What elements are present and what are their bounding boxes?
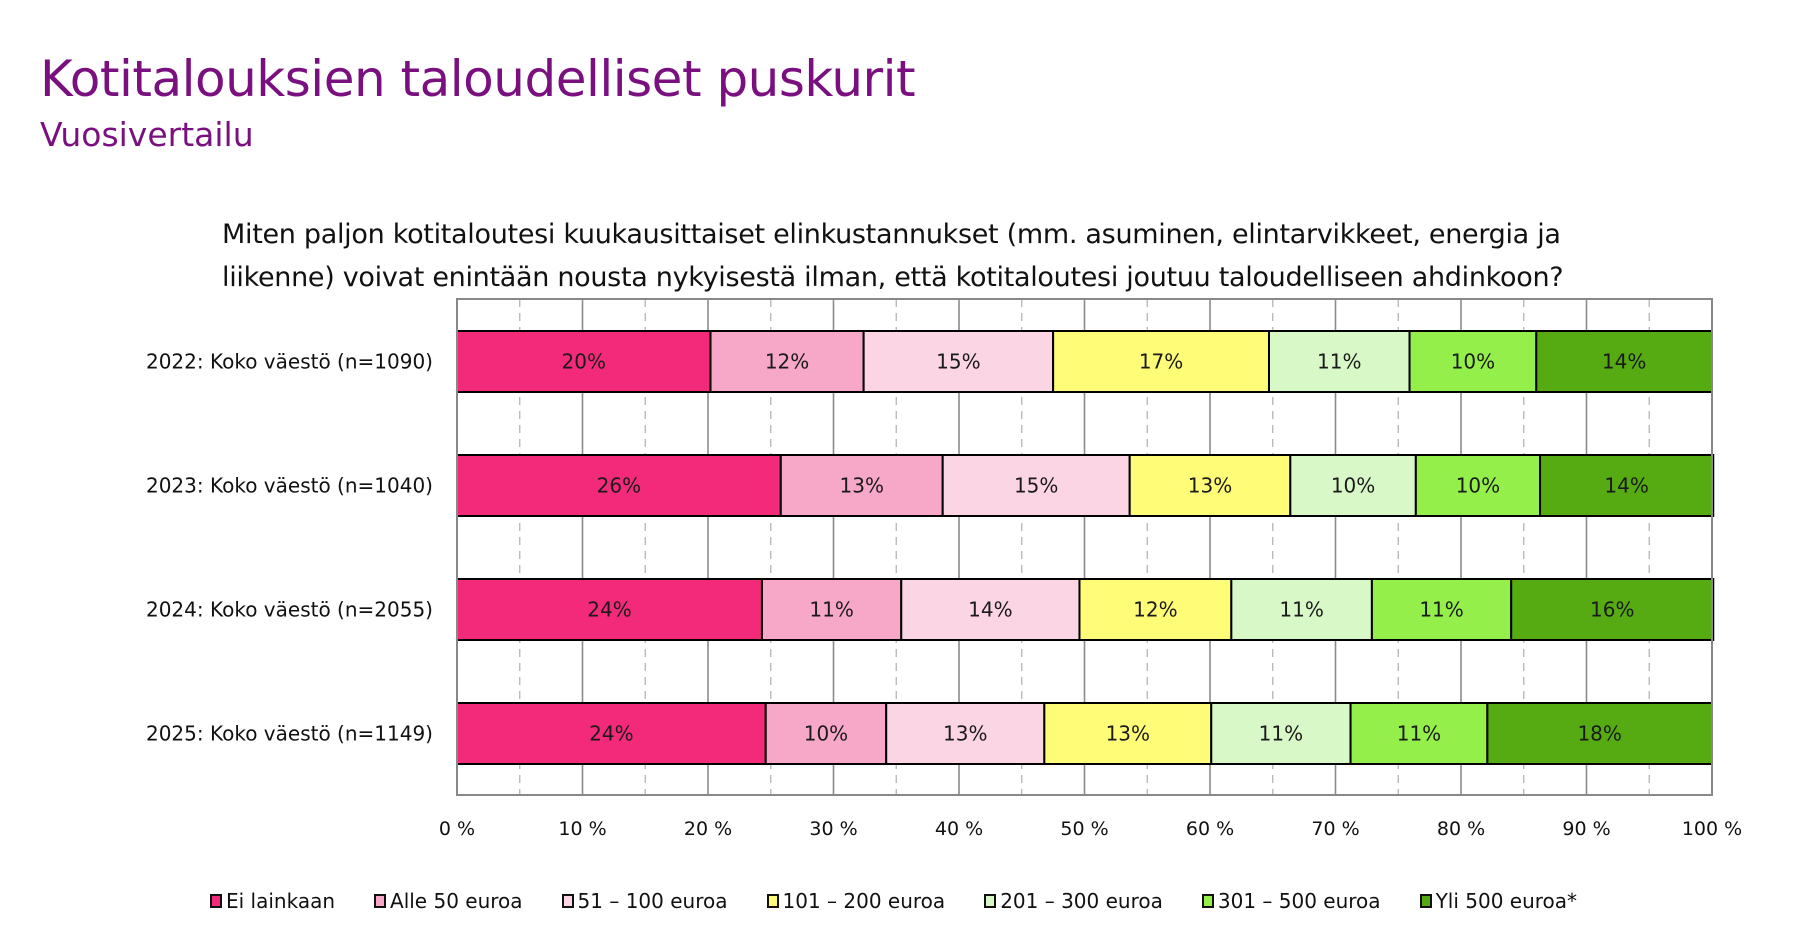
data-label: 11% <box>1419 598 1463 622</box>
data-label: 11% <box>1279 598 1323 622</box>
data-label: 11% <box>1259 722 1303 746</box>
x-axis-tick-labels: 0 % 10 % 20 % 30 % 40 % 50 % 60 % 70 % 80 % 90 % 1… <box>439 818 1742 840</box>
x-tick-label: 40 % <box>935 818 983 840</box>
legend-item: Ei lainkaan <box>210 889 335 913</box>
data-label: 20% <box>562 350 606 374</box>
x-tick-label: 70 % <box>1311 818 1359 840</box>
question-text: Miten paljon kotitaloutesi kuukausittais… <box>222 213 1564 299</box>
data-label: 13% <box>943 722 987 746</box>
data-label: 10% <box>1456 474 1500 498</box>
x-tick-label: 80 % <box>1437 818 1485 840</box>
legend-swatch <box>766 894 779 908</box>
bar-segment <box>900 578 1081 641</box>
question-line-2: liikenne) voivat enintään nousta nykyise… <box>222 262 1564 293</box>
bar-segment <box>1349 702 1489 765</box>
legend-label: 301 – 500 euroa <box>1217 889 1381 913</box>
legend-swatch <box>210 894 222 908</box>
data-label: 17% <box>1139 350 1183 374</box>
bar-segment <box>709 330 865 393</box>
bar-segment <box>1510 578 1715 641</box>
bar-segment <box>1539 454 1715 517</box>
legend-swatch <box>374 894 387 908</box>
bar-segment <box>764 702 888 765</box>
bar-segment <box>1052 330 1270 393</box>
legend-label: 51 – 100 euroa <box>577 889 728 913</box>
bar-segment <box>1267 330 1411 393</box>
data-label: 14% <box>1604 474 1648 498</box>
bar-segment <box>1535 330 1714 393</box>
x-tick-label: 20 % <box>684 818 732 840</box>
chart-title: Kotitalouksien taloudelliset puskurit <box>40 50 916 108</box>
legend-item: 301 – 500 euroa <box>1201 889 1381 913</box>
data-label: 11% <box>1317 350 1361 374</box>
data-label: 13% <box>1106 722 1150 746</box>
data-label: 16% <box>1590 598 1634 622</box>
data-label: 18% <box>1577 722 1621 746</box>
data-label: 10% <box>804 722 848 746</box>
bar-segment <box>862 330 1055 393</box>
bar-segments: 20% 12% 15% 17% 11% 10% 14% 26% 13% 15% 13% 10% 10% 1… <box>456 330 1715 765</box>
legend-label: 101 – 200 euroa <box>782 889 946 913</box>
legend-swatch <box>984 894 997 908</box>
category-labels: 2022: Koko väestö (n=1090) 2023: Koko väe… <box>146 350 433 746</box>
bar-segment <box>456 454 782 517</box>
data-label: 12% <box>1133 598 1177 622</box>
bar-segment <box>456 578 763 641</box>
bar-segment <box>1414 454 1542 517</box>
question-line-1: Miten paljon kotitaloutesi kuukausittais… <box>222 219 1561 250</box>
legend-swatch <box>1419 894 1432 908</box>
x-tick-label: 10 % <box>558 818 606 840</box>
legend-label: Ei lainkaan <box>226 889 336 913</box>
bar-segment <box>1370 578 1513 641</box>
legend-label: Yli 500 euroa* <box>1435 889 1578 913</box>
x-tick-label: 0 % <box>439 818 475 840</box>
bar-segment <box>941 454 1131 517</box>
bar-segment <box>885 702 1046 765</box>
data-label: 10% <box>1451 350 1495 374</box>
legend-item: 51 – 100 euroa <box>561 889 728 913</box>
x-tick-label: 100 % <box>1682 818 1742 840</box>
legend-swatch <box>1201 894 1214 908</box>
x-tick-label: 60 % <box>1186 818 1234 840</box>
legend: Ei lainkaan Alle 50 euroa 51 – 100 euroa 10… <box>210 889 1616 913</box>
data-label: 11% <box>1397 722 1441 746</box>
data-label: 12% <box>765 350 809 374</box>
data-label: 11% <box>809 598 853 622</box>
data-label: 26% <box>597 474 641 498</box>
legend-label: 201 – 300 euroa <box>1000 889 1163 913</box>
data-label: 14% <box>968 598 1012 622</box>
bar-segment <box>1128 454 1292 517</box>
x-tick-label: 30 % <box>809 818 857 840</box>
x-tick-label: 50 % <box>1060 818 1108 840</box>
legend-item: Yli 500 euroa* <box>1419 889 1578 913</box>
legend-item: 201 – 300 euroa <box>984 889 1163 913</box>
bar-segment <box>456 330 712 393</box>
plot-frame <box>456 298 1713 796</box>
legend-swatch <box>561 894 574 908</box>
bar-segment <box>779 454 944 517</box>
bar-segment <box>456 702 767 765</box>
x-tick-label: 90 % <box>1562 818 1610 840</box>
data-label: 15% <box>1014 474 1058 498</box>
category-label: 2023: Koko väestö (n=1040) <box>146 474 433 498</box>
data-label: 13% <box>1188 474 1232 498</box>
bar-segment <box>1210 702 1352 765</box>
bar-segment <box>1043 702 1213 765</box>
chart-subtitle: Vuosivertailu <box>40 115 254 154</box>
legend-item: 101 – 200 euroa <box>766 889 946 913</box>
data-label: 10% <box>1331 474 1375 498</box>
legend-label: Alle 50 euroa <box>390 889 523 913</box>
data-label: 24% <box>589 722 633 746</box>
category-label: 2022: Koko väestö (n=1090) <box>146 350 433 374</box>
category-label: 2025: Koko väestö (n=1149) <box>146 722 433 746</box>
category-label: 2024: Koko väestö (n=2055) <box>146 598 433 622</box>
bar-segment <box>1408 330 1538 393</box>
legend-item: Alle 50 euroa <box>374 889 523 913</box>
data-label: 14% <box>1602 350 1646 374</box>
data-label: 15% <box>936 350 980 374</box>
data-label: 13% <box>840 474 884 498</box>
data-label: 24% <box>587 598 631 622</box>
